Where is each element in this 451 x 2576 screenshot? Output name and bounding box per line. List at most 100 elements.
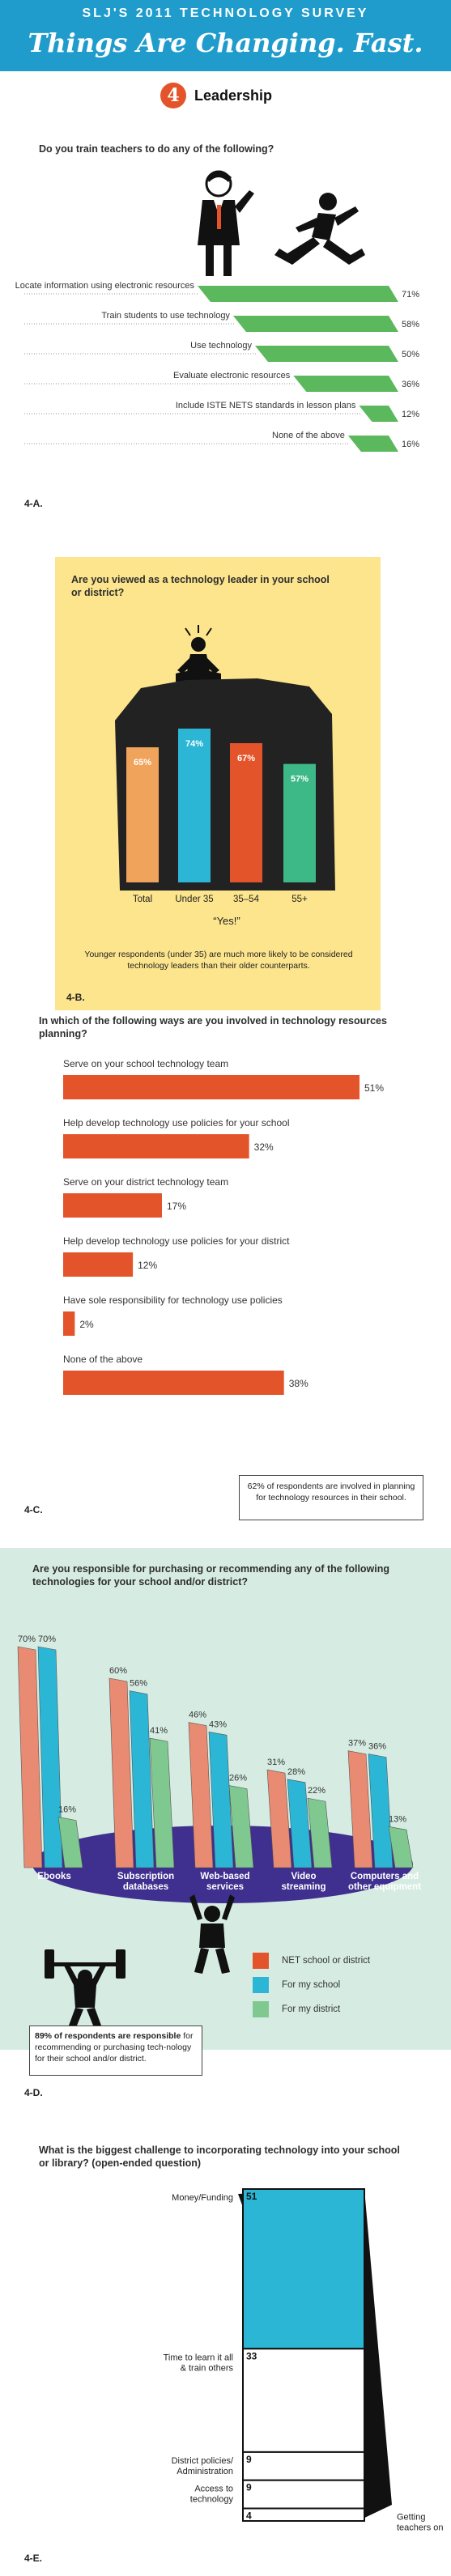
category-label: technology <box>190 2495 234 2505</box>
category-label: Have sole responsibility for technology … <box>63 1294 283 1306</box>
value-label: 9 <box>246 2454 252 2465</box>
bar <box>126 747 159 882</box>
fig4d-chart: 70% 70% 16% Ebooks 60%56% 41% Subscriptiondata… <box>17 1634 421 1892</box>
category-label: & train others <box>181 2363 234 2373</box>
category-label: 35–54 <box>233 895 260 904</box>
bar <box>198 286 398 302</box>
fig4e-label: 4-E. <box>24 2553 43 2564</box>
bar <box>63 1134 249 1158</box>
category-label: Video <box>291 1872 316 1881</box>
fig4e-chart: 51 Money/Funding 33 Time to learn it all& t… <box>164 2188 443 2534</box>
category-label: Train students to use technology <box>101 311 230 321</box>
fig4c-note: 62% of respondents are involved in plann… <box>239 1475 423 1520</box>
category-label: services <box>206 1882 244 1892</box>
category-label: Web-based <box>200 1872 249 1881</box>
fig4e-question: What is the biggest challenge to incorpo… <box>39 2145 400 2169</box>
bar <box>388 1826 414 1868</box>
legend-label: For my school <box>282 1980 341 1990</box>
bar <box>57 1817 83 1868</box>
bar <box>232 316 398 332</box>
weightlifter-icon <box>45 1949 126 2026</box>
category-label: 55+ <box>291 895 308 904</box>
value-label: 70% <box>38 1634 56 1644</box>
legend-swatch <box>253 1953 269 1969</box>
segment <box>242 2348 365 2453</box>
category-label: Include ISTE NETS standards in lesson pl… <box>176 401 356 410</box>
bar <box>347 436 398 452</box>
header-banner <box>0 0 451 71</box>
category-label: databases <box>123 1882 168 1892</box>
category-label: Administration <box>177 2467 233 2476</box>
value-label: 16% <box>402 440 419 449</box>
value-label: 56% <box>130 1679 147 1689</box>
fig4c-label: 4-C. <box>24 1504 43 1515</box>
teacher-figure-icon <box>198 170 254 276</box>
value-label: 60% <box>109 1666 127 1676</box>
value-label: 57% <box>291 775 308 784</box>
value-label: 13% <box>389 1814 406 1824</box>
bar <box>129 1690 155 1868</box>
value-label: 41% <box>150 1726 168 1736</box>
category-label: None of the above <box>272 431 345 440</box>
category-label: District policies/ <box>172 2456 234 2466</box>
value-label: 33 <box>246 2350 257 2361</box>
category-label: Evaluate electronic resources <box>173 371 291 380</box>
value-label: 12% <box>138 1260 157 1271</box>
category-label: Subscription <box>117 1872 174 1881</box>
category-label: Use technology <box>190 341 252 351</box>
bar <box>208 1731 234 1868</box>
fig4c-chart: Serve on your school technology team 51% H… <box>63 1058 384 1395</box>
value-label: 46% <box>189 1711 206 1720</box>
value-label: 58% <box>402 320 419 329</box>
value-label: 31% <box>267 1758 285 1767</box>
fig4a-question: Do you train teachers to do any of the f… <box>39 143 274 155</box>
category-label: Serve on your district technology team <box>63 1176 228 1188</box>
fig4a-chart: Locate information using electronic reso… <box>15 281 419 452</box>
value-label: 37% <box>348 1739 366 1749</box>
value-label: 26% <box>229 1774 247 1783</box>
value-label: 38% <box>289 1378 308 1389</box>
fig4b-label: 4-B. <box>66 992 85 1003</box>
value-label: 36% <box>368 1742 386 1752</box>
category-label: Ebooks <box>37 1872 71 1881</box>
segment <box>242 2451 365 2481</box>
fig4b-answer: “Yes!” <box>213 915 240 927</box>
category-label: Serve on your school technology team <box>63 1058 228 1069</box>
legend-item: For my school <box>253 1977 370 1993</box>
bar <box>228 1785 254 1868</box>
legend-item: NET school or district <box>253 1953 370 1969</box>
bar <box>188 1722 214 1868</box>
legend-label: For my district <box>282 2004 341 2014</box>
bar <box>108 1677 134 1868</box>
bar <box>63 1075 360 1099</box>
bar <box>359 406 398 422</box>
bar <box>254 346 398 362</box>
category-label: None of the above <box>63 1354 143 1365</box>
section-number-badge: 4 <box>160 83 186 108</box>
fig4b-question: Are you viewed as a technology leader in… <box>71 574 330 598</box>
bar <box>307 1797 333 1868</box>
category-label: streaming <box>282 1882 326 1892</box>
bar <box>368 1753 394 1868</box>
bar <box>230 742 262 882</box>
section-title: Leadership <box>194 87 273 104</box>
fig4d-note-box: 89% of respondents are responsible for r… <box>29 2026 202 2076</box>
value-label: 36% <box>402 380 419 389</box>
legend-swatch <box>253 2001 269 2017</box>
value-label: 32% <box>254 1141 274 1153</box>
fig4d-note: for recommending or purchasing tech-nolo… <box>35 2031 194 2064</box>
segment <box>242 2188 365 2350</box>
hanging-figure-icon <box>189 1894 235 1974</box>
category-label: Money/Funding <box>172 2193 233 2203</box>
fig4d-question: Are you responsible for purchasing or re… <box>32 1563 390 1588</box>
value-label: 67% <box>237 754 255 763</box>
value-label: 71% <box>402 290 419 300</box>
category-label: Help develop technology use policies for… <box>63 1235 290 1247</box>
category-label: Getting <box>397 2513 425 2523</box>
bar <box>293 376 398 392</box>
legend-swatch <box>253 1977 269 1993</box>
fig4b-chart: 65% Total 74% Under 35 67% 35–54 57% 55+ <box>126 729 316 904</box>
fig4d-note-bold: 89% of respondents are responsible <box>35 2031 181 2041</box>
category-label: Time to learn it all <box>164 2353 233 2362</box>
bar <box>287 1779 313 1868</box>
